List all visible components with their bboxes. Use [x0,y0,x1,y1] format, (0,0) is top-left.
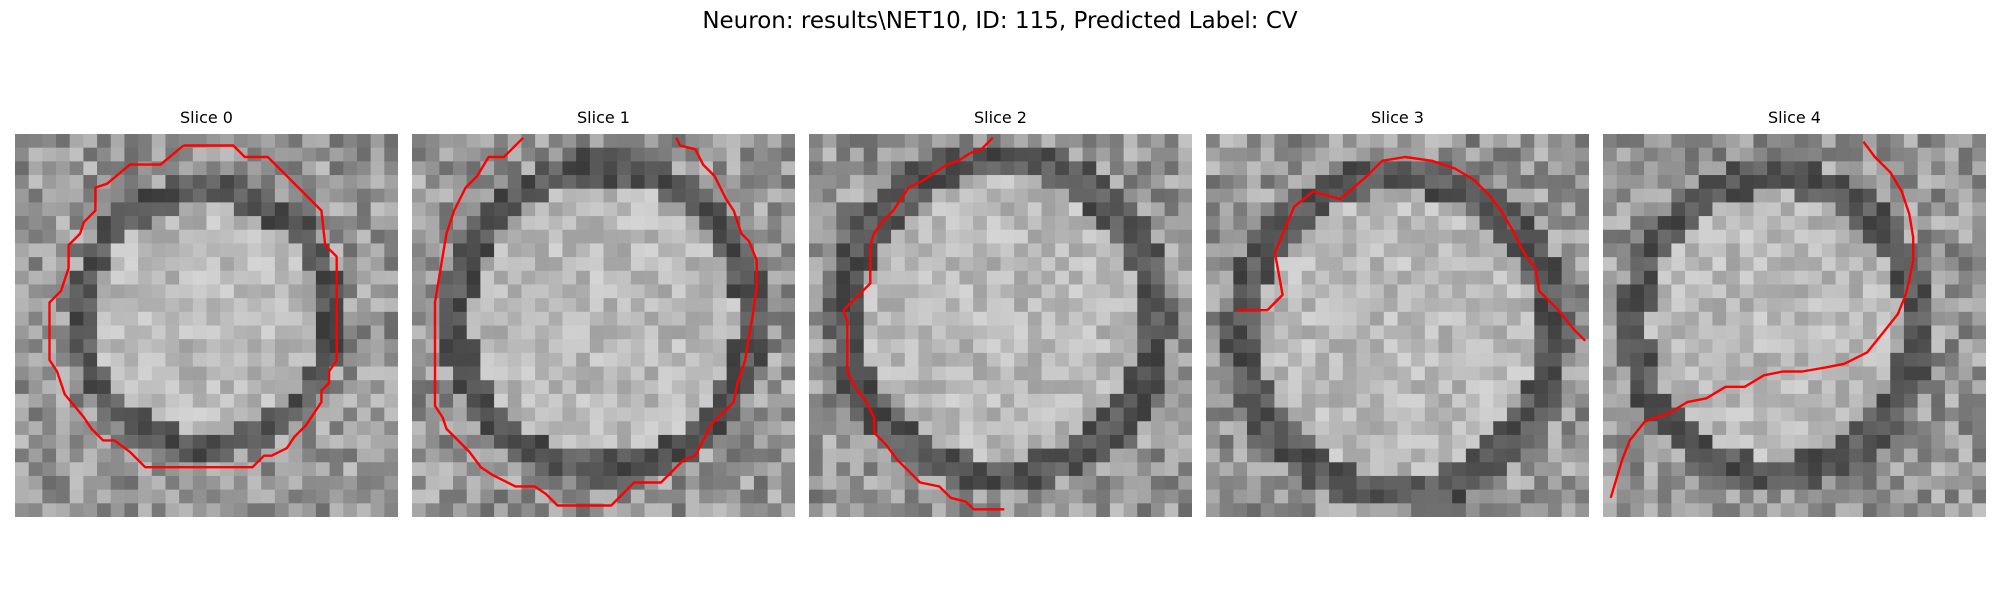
slice-panel-0: Slice 0 [15,108,398,134]
slice-title: Slice 3 [1206,108,1589,134]
slice-image-4 [1603,134,1986,517]
slice-image-2 [809,134,1192,517]
slice-title: Slice 0 [15,108,398,134]
slice-title: Slice 4 [1603,108,1986,134]
slice-image [412,134,795,517]
slice-panel-1: Slice 1 [412,108,795,134]
slice-image [1603,134,1986,517]
slice-title: Slice 1 [412,108,795,134]
slice-image-3 [1206,134,1589,517]
slice-title: Slice 2 [809,108,1192,134]
slice-panel-2: Slice 2 [809,108,1192,134]
slice-image-0 [15,134,398,517]
slice-image [809,134,1192,517]
slice-panel-4: Slice 4 [1603,108,1986,134]
figure-title: Neuron: results\NET10, ID: 115, Predicte… [0,8,2000,34]
slice-image [15,134,398,517]
slice-image-1 [412,134,795,517]
slice-panel-3: Slice 3 [1206,108,1589,134]
slice-image [1206,134,1589,517]
